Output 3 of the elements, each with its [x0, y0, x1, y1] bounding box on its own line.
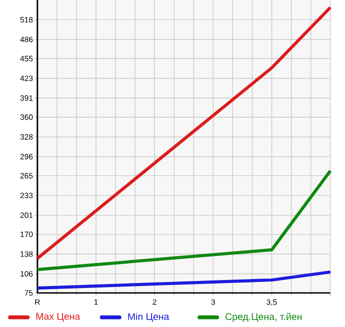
legend-label: Max Цена — [36, 312, 80, 322]
legend-label: Min Цена — [128, 312, 170, 322]
legend-label: Сред.Цена, т.йен — [226, 312, 302, 322]
